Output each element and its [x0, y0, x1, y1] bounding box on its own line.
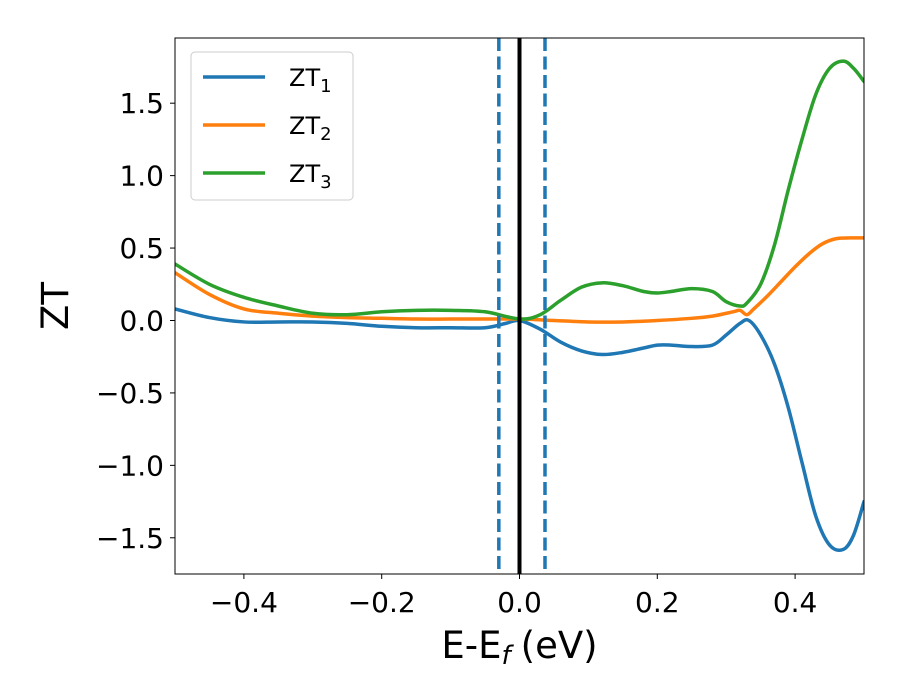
y-tick-label: −0.5: [96, 377, 164, 410]
x-tick-label: 0.4: [773, 586, 818, 619]
x-axis-label: E-Ef (eV): [441, 624, 597, 671]
series-line-1: [175, 307, 864, 552]
y-tick-label: −1.0: [96, 449, 164, 482]
tick-layer: −0.4 −0.2 0.0 0.2 0.4 −1.5 −1.0 −0.5 0.0 0.5 1.0 1.…: [96, 87, 817, 619]
series-line-2: [175, 236, 864, 324]
legend-label-1: ZT1: [289, 64, 332, 97]
legend-box: [190, 51, 354, 201]
plot-frame: [174, 37, 865, 575]
x-tick-label: 0.0: [497, 586, 542, 619]
legend-label-2: ZT2: [289, 112, 332, 145]
legend-items: ZT1 ZT2 ZT3: [203, 64, 332, 193]
y-tick-label: 0.0: [119, 304, 164, 337]
y-tick-label: 1.5: [119, 87, 164, 120]
y-tick-label: 0.5: [119, 232, 164, 265]
x-axis-label-main: E-E: [441, 624, 501, 667]
x-axis-label-sub: f: [502, 641, 515, 671]
series-line-3: [175, 59, 864, 321]
legend-label-3: ZT3: [289, 160, 332, 193]
y-tick-label: 1.0: [119, 160, 164, 193]
legend: ZT1 ZT2 ZT3: [190, 51, 354, 201]
x-tick-label: −0.2: [348, 586, 416, 619]
x-tick-label: 0.2: [635, 586, 680, 619]
y-tick-label: −1.5: [96, 522, 164, 555]
x-tick-label: −0.4: [210, 586, 278, 619]
y-axis-label: ZT: [34, 282, 77, 330]
x-axis-label-unit: (eV): [521, 624, 598, 667]
plot-layer: [175, 38, 864, 574]
